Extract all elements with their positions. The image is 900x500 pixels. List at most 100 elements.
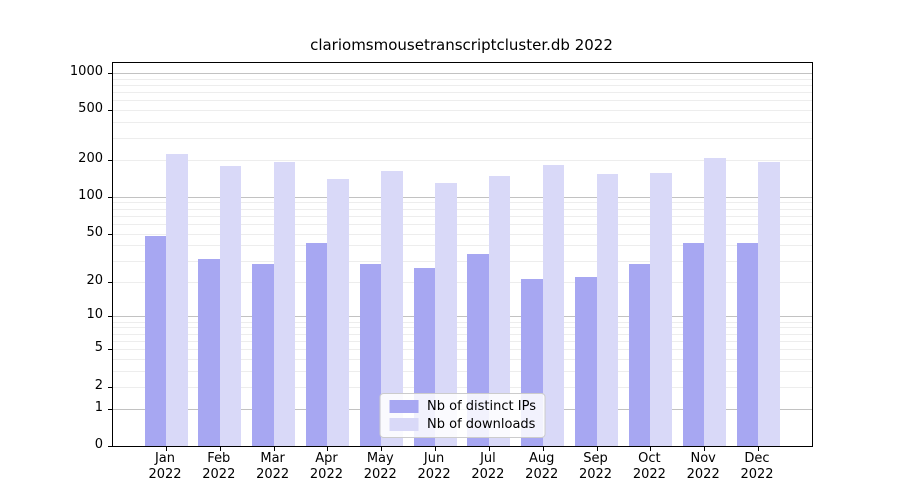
- minor-gridline: [113, 100, 812, 102]
- y-tick-100: [108, 196, 112, 198]
- x-tick-label-feb: Feb 2022: [202, 451, 236, 482]
- minor-gridline: [113, 327, 812, 329]
- y-tick-5: [108, 349, 112, 351]
- bar-distinct-ips-sep: [575, 276, 597, 446]
- minor-gridline: [113, 223, 812, 225]
- x-tick-label-apr: Apr 2022: [309, 451, 343, 482]
- x-tick-mar: [273, 447, 275, 451]
- minor-gridline: [113, 333, 812, 335]
- x-tick-nov: [704, 447, 706, 451]
- x-tick-dec: [758, 447, 759, 451]
- x-tick-aug: [542, 447, 544, 451]
- minor-gridline: [113, 281, 812, 283]
- y-tick-50: [108, 233, 112, 235]
- x-tick-jun: [435, 447, 437, 451]
- y-tick-label-50: 50: [86, 224, 103, 240]
- minor-gridline: [113, 321, 812, 323]
- bar-distinct-ips-dec: [736, 242, 758, 446]
- minor-gridline: [113, 215, 812, 217]
- legend-item-distinct-ips: Nb of distinct IPs: [389, 399, 536, 414]
- major-gridline: [113, 72, 812, 74]
- minor-gridline: [113, 371, 812, 373]
- x-tick-may: [381, 447, 383, 451]
- bar-downloads-apr: [327, 178, 349, 446]
- y-tick-1000: [108, 72, 112, 74]
- x-tick-sep: [596, 447, 598, 451]
- x-tick-label-dec: Dec 2022: [740, 451, 774, 482]
- y-tick-500: [108, 110, 112, 112]
- minor-gridline: [113, 359, 812, 361]
- y-tick-20: [108, 281, 112, 283]
- x-tick-label-oct: Oct 2022: [632, 451, 666, 482]
- legend-swatch-downloads: [389, 418, 419, 431]
- bar-downloads-feb: [219, 165, 242, 446]
- plot-area: Nb of distinct IPs Nb of downloads: [108, 62, 813, 451]
- bar-distinct-ips-oct: [628, 264, 651, 446]
- minor-gridline: [113, 260, 812, 262]
- bar-distinct-ips-may: [359, 264, 382, 446]
- x-tick-feb: [219, 447, 221, 451]
- bar-downloads-jul: [488, 176, 511, 446]
- y-tick-200: [108, 159, 112, 161]
- y-tick-label-5: 5: [94, 340, 103, 356]
- y-tick-label-100: 100: [78, 187, 103, 203]
- y-tick-label-10: 10: [86, 307, 103, 323]
- y-tick-label-2: 2: [94, 377, 103, 393]
- legend-label-downloads: Nb of downloads: [427, 417, 536, 432]
- minor-gridline: [113, 245, 812, 247]
- minor-gridline: [113, 202, 812, 204]
- minor-gridline: [113, 78, 812, 80]
- minor-gridline: [113, 349, 812, 351]
- legend-swatch-distinct-ips: [389, 400, 419, 413]
- minor-gridline: [113, 137, 812, 139]
- bar-distinct-ips-apr: [305, 242, 328, 446]
- bar-distinct-ips-mar: [252, 264, 274, 446]
- legend: Nb of distinct IPs Nb of downloads: [379, 393, 546, 438]
- major-gridline: [113, 196, 812, 198]
- minor-gridline: [113, 92, 812, 94]
- bar-downloads-dec: [758, 161, 780, 446]
- y-tick-label-200: 200: [78, 150, 103, 166]
- y-tick-1: [108, 408, 112, 410]
- minor-gridline: [113, 159, 812, 161]
- y-tick-label-20: 20: [86, 272, 103, 288]
- bar-downloads-mar: [273, 161, 296, 446]
- major-gridline: [113, 316, 812, 318]
- y-tick-0: [108, 446, 112, 447]
- bar-downloads-sep: [596, 174, 619, 446]
- x-tick-apr: [327, 447, 329, 451]
- y-tick-2: [108, 386, 112, 388]
- x-tick-label-jan: Jan 2022: [148, 451, 182, 482]
- x-tick-label-jul: Jul 2022: [471, 451, 505, 482]
- legend-item-downloads: Nb of downloads: [389, 417, 536, 432]
- y-tick-label-0: 0: [94, 437, 103, 452]
- y-tick-label-1: 1: [94, 399, 103, 415]
- y-tick-label-500: 500: [78, 101, 103, 117]
- x-tick-label-jun: Jun 2022: [417, 451, 451, 482]
- minor-gridline: [113, 110, 812, 112]
- legend-label-distinct-ips: Nb of distinct IPs: [427, 399, 536, 414]
- x-tick-label-mar: Mar 2022: [256, 451, 290, 482]
- x-tick-label-aug: Aug 2022: [525, 451, 559, 482]
- bar-downloads-jun: [435, 182, 457, 446]
- y-tick-10: [108, 316, 112, 318]
- bar-distinct-ips-jan: [144, 235, 166, 446]
- minor-gridline: [113, 208, 812, 210]
- bar-downloads-oct: [650, 173, 672, 446]
- minor-gridline: [113, 340, 812, 342]
- x-tick-label-nov: Nov 2022: [686, 451, 720, 482]
- bar-downloads-aug: [542, 165, 565, 446]
- bar-downloads-jan: [166, 154, 188, 446]
- minor-gridline: [113, 386, 812, 388]
- y-tick-label-1000: 1000: [69, 63, 103, 79]
- chart-title: clariomsmousetranscriptcluster.db 2022: [310, 36, 613, 54]
- minor-gridline: [113, 122, 812, 124]
- bar-distinct-ips-feb: [198, 258, 220, 446]
- bar-downloads-may: [381, 171, 403, 446]
- x-tick-label-sep: Sep 2022: [578, 451, 613, 482]
- bar-distinct-ips-nov: [682, 242, 705, 446]
- minor-gridline: [113, 233, 812, 235]
- minor-gridline: [113, 84, 812, 86]
- x-tick-label-may: May 2022: [363, 451, 397, 482]
